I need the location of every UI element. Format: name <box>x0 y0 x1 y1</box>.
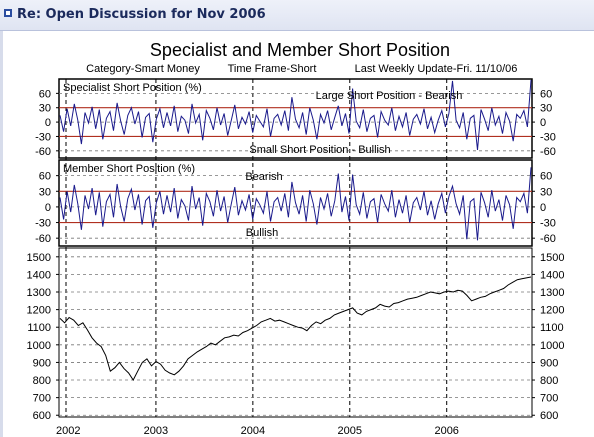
x-tick-label: 2002 <box>56 425 80 437</box>
y-tick-label-right: 1400 <box>540 269 564 281</box>
y-tick-label-left: -60 <box>35 146 51 158</box>
y-tick-label-left: -30 <box>35 131 51 143</box>
annotation-bullish: Small Short Position - Bullish <box>249 144 390 156</box>
y-tick-label-right: 60 <box>540 171 552 183</box>
y-tick-label-right: -60 <box>540 146 556 158</box>
annotation-bullish: Bullish <box>246 227 278 239</box>
window-title: Re: Open Discussion for Nov 2006 <box>17 7 266 22</box>
y-tick-label-right: 600 <box>540 410 558 422</box>
y-tick-label-left: 60 <box>39 171 51 183</box>
plot-area: 2002 2003 2004 2005 2006 60 60 30 30 0 0 -30 -30 -60 -… <box>27 78 564 437</box>
y-tick-label-left: 1100 <box>27 322 51 334</box>
x-tick-label: 2006 <box>434 425 458 437</box>
y-tick-label-right: 800 <box>540 375 558 387</box>
y-tick-label-right: -30 <box>540 131 556 143</box>
y-tick-label-right: -30 <box>540 218 556 230</box>
y-tick-label-left: 1500 <box>27 252 51 264</box>
chart-subtitle-category: Category-Smart Money <box>86 63 200 75</box>
y-tick-label-right: 1300 <box>540 287 564 299</box>
panel-frame <box>58 159 533 247</box>
y-tick-label-right: 30 <box>540 103 552 115</box>
panel-title: Specialist Short Position (%) <box>63 82 202 94</box>
y-tick-label-left: 1300 <box>27 287 51 299</box>
series-line <box>59 167 532 241</box>
window-titlebar: Re: Open Discussion for Nov 2006 <box>0 0 594 31</box>
y-tick-label-right: 30 <box>540 186 552 198</box>
y-tick-label-left: 800 <box>33 375 51 387</box>
y-tick-label-left: 0 <box>45 117 51 129</box>
y-tick-label-left: 60 <box>39 88 51 100</box>
y-tick-label-left: 0 <box>45 202 51 214</box>
panel-title: Member Short Position (%) <box>63 163 195 175</box>
y-tick-label-left: 900 <box>33 357 51 369</box>
y-tick-label-left: 1000 <box>27 340 51 352</box>
y-tick-label-left: -60 <box>35 233 51 245</box>
y-tick-label-right: 1000 <box>540 340 564 352</box>
panel-frame <box>58 247 533 418</box>
chart: Specialist and Member Short Position Cat… <box>27 40 565 437</box>
y-tick-label-left: 600 <box>33 410 51 422</box>
y-tick-label-left: 30 <box>39 103 51 115</box>
chart-subtitle-timeframe: Time Frame-Short <box>228 63 317 75</box>
annotation-bearish: Large Short Position - Bearish <box>316 90 463 102</box>
panel-frame <box>58 78 533 159</box>
y-tick-label-right: 0 <box>540 202 546 214</box>
y-tick-label-right: 1100 <box>540 322 564 334</box>
chart-title: Specialist and Member Short Position <box>150 40 450 60</box>
x-tick-label: 2004 <box>241 425 265 437</box>
document-icon <box>4 9 12 17</box>
y-tick-label-right: 700 <box>540 393 558 405</box>
series-line <box>59 79 532 150</box>
y-tick-label-right: 0 <box>540 117 546 129</box>
y-tick-label-right: 1500 <box>540 252 564 264</box>
chart-subtitle-update: Last Weekly Update-Fri. 11/10/06 <box>355 63 518 75</box>
y-tick-label-left: -30 <box>35 218 51 230</box>
window-frame <box>0 31 3 437</box>
y-tick-label-left: 30 <box>39 186 51 198</box>
x-tick-label: 2005 <box>338 425 362 437</box>
y-tick-label-right: -60 <box>540 233 556 245</box>
x-tick-label: 2003 <box>144 425 168 437</box>
y-tick-label-right: 60 <box>540 88 552 100</box>
y-tick-label-right: 900 <box>540 357 558 369</box>
y-tick-label-left: 700 <box>33 393 51 405</box>
y-tick-label-right: 1200 <box>540 305 564 317</box>
series-line <box>59 276 532 381</box>
annotation-bearish: Bearish <box>245 171 282 183</box>
y-tick-label-left: 1400 <box>27 269 51 281</box>
y-tick-label-left: 1200 <box>27 305 51 317</box>
